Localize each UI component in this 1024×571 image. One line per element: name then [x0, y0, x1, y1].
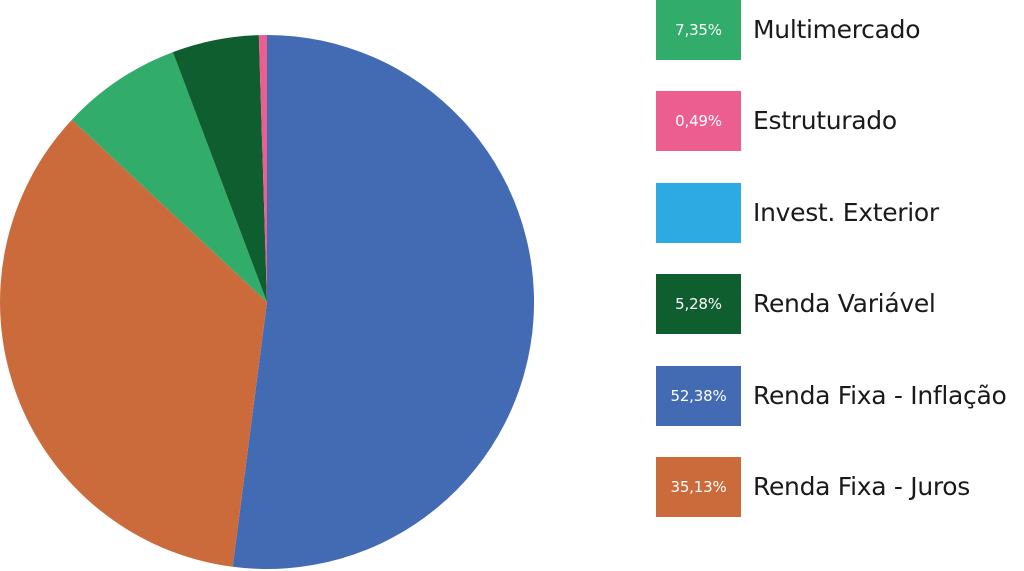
pie-slice-renda-fixa-juros [0, 119, 268, 567]
legend: 7,35% Multimercado 0,49% Estruturado Inv… [656, 0, 1024, 571]
legend-swatch-renda-fixa-inflacao: 52,38% [656, 366, 741, 426]
legend-item-renda-fixa-inflacao: 52,38% Renda Fixa - Inflação [656, 366, 1024, 426]
legend-swatch-estruturado: 0,49% [656, 91, 741, 151]
pie-slice-estruturado [258, 34, 267, 303]
pie-chart [0, 34, 535, 569]
legend-label-estruturado: Estruturado [753, 106, 897, 135]
pie-slice-multimercado [71, 52, 268, 302]
legend-swatch-renda-variavel: 5,28% [656, 274, 741, 334]
legend-swatch-renda-fixa-juros: 35,13% [656, 457, 741, 517]
legend-label-renda-fixa-juros: Renda Fixa - Juros [753, 472, 971, 501]
pie-slice-renda-fixa-inflacao [232, 35, 535, 569]
legend-swatch-multimercado: 7,35% [656, 0, 741, 60]
legend-item-invest-exterior: Invest. Exterior [656, 183, 1024, 243]
pie-slice-renda-variavel [172, 35, 267, 303]
legend-label-renda-variavel: Renda Variável [753, 289, 936, 318]
legend-item-multimercado: 7,35% Multimercado [656, 0, 1024, 60]
legend-swatch-invest-exterior [656, 183, 741, 243]
legend-label-multimercado: Multimercado [753, 15, 921, 44]
legend-label-renda-fixa-inflacao: Renda Fixa - Inflação [753, 381, 1007, 410]
legend-label-invest-exterior: Invest. Exterior [753, 198, 939, 227]
legend-item-renda-fixa-juros: 35,13% Renda Fixa - Juros [656, 457, 1024, 517]
legend-item-estruturado: 0,49% Estruturado [656, 91, 1024, 151]
legend-item-renda-variavel: 5,28% Renda Variável [656, 274, 1024, 334]
